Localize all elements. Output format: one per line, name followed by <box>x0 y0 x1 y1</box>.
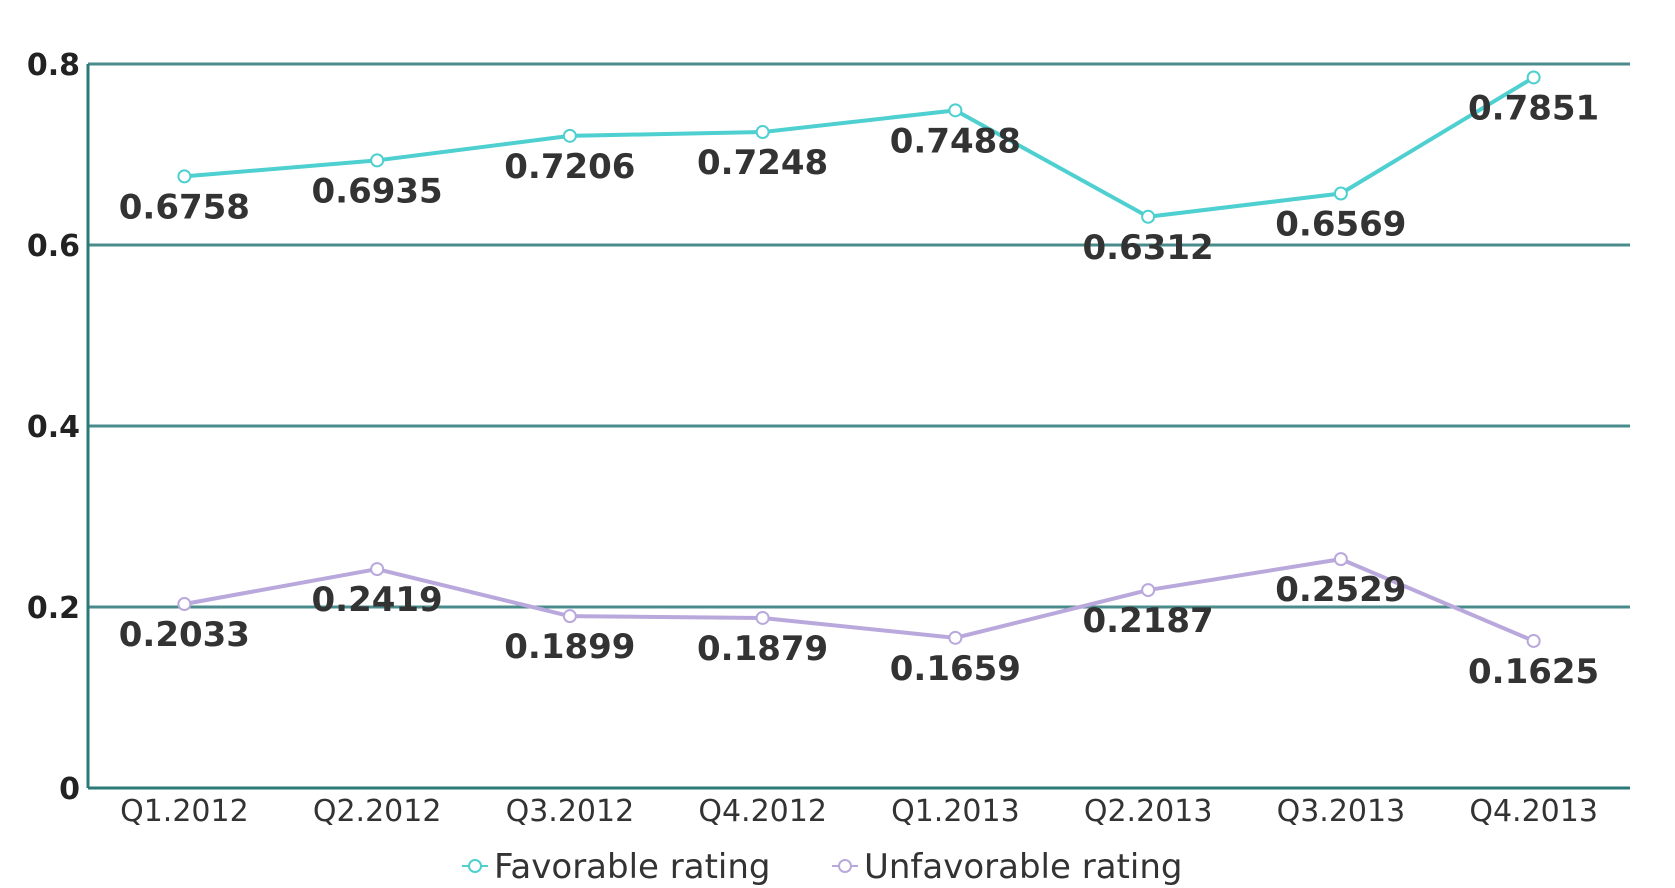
legend-marker <box>468 859 482 873</box>
data-point <box>948 103 963 118</box>
data-label: 0.1899 <box>504 627 635 667</box>
data-label: 0.1879 <box>697 629 828 669</box>
x-tick-label: Q4.2013 <box>1469 794 1598 829</box>
data-point <box>1333 552 1348 567</box>
data-point <box>177 169 192 184</box>
data-point <box>370 153 385 168</box>
data-label: 0.2187 <box>1083 601 1214 641</box>
y-tick-label: 0.6 <box>27 229 80 264</box>
data-label: 0.7488 <box>890 121 1021 161</box>
legend-marker <box>838 859 852 873</box>
data-label: 0.7248 <box>697 143 828 183</box>
data-point <box>370 562 385 577</box>
legend: Favorable rating Unfavorable rating <box>462 847 1182 887</box>
x-tick-label: Q1.2013 <box>891 794 1020 829</box>
x-tick-label: Q3.2013 <box>1277 794 1406 829</box>
axes <box>86 64 1630 790</box>
data-label: 0.6935 <box>312 171 443 211</box>
y-tick-label: 0 <box>59 772 80 807</box>
data-point <box>1526 633 1541 648</box>
data-label: 0.1625 <box>1468 652 1599 692</box>
data-point <box>1141 583 1156 598</box>
x-tick-label: Q1.2012 <box>120 794 249 829</box>
data-point <box>755 610 770 625</box>
data-point <box>755 125 770 140</box>
data-point <box>1333 186 1348 201</box>
data-label: 0.2419 <box>312 580 443 620</box>
y-axis-ticks: 0 0.2 0.4 0.6 0.8 <box>27 48 80 807</box>
data-label: 0.7206 <box>504 147 635 187</box>
series-line-unfavorable <box>184 557 1535 643</box>
y-tick-label: 0.4 <box>27 410 80 445</box>
x-tick-label: Q2.2013 <box>1084 794 1213 829</box>
data-point <box>562 609 577 624</box>
data-label: 0.7851 <box>1468 88 1599 128</box>
data-point <box>1526 70 1541 85</box>
data-label: 0.2529 <box>1275 570 1406 610</box>
legend-label: Favorable rating <box>494 847 770 887</box>
data-point <box>948 630 963 645</box>
x-axis-ticks: Q1.2012 Q2.2012 Q3.2012 Q4.2012 Q1.2013 Q2.20… <box>120 794 1598 829</box>
data-point <box>562 128 577 143</box>
data-point <box>1141 209 1156 224</box>
gridlines <box>88 62 1630 609</box>
series-layer <box>177 70 1541 648</box>
x-tick-label: Q2.2012 <box>313 794 442 829</box>
data-label: 0.6569 <box>1275 205 1406 245</box>
x-tick-label: Q4.2012 <box>698 794 827 829</box>
data-label: 0.6312 <box>1083 228 1214 268</box>
series-line-favorable <box>184 75 1535 219</box>
x-tick-label: Q3.2012 <box>506 794 635 829</box>
data-label: 0.1659 <box>890 649 1021 689</box>
data-label: 0.2033 <box>119 615 250 655</box>
data-point <box>177 597 192 612</box>
data-labels-layer: 0.6758 0.6935 0.7206 0.7248 0.7488 0.6312 0.65… <box>119 88 1599 691</box>
y-tick-label: 0.8 <box>27 48 80 83</box>
y-tick-label: 0.2 <box>27 591 80 626</box>
legend-label: Unfavorable rating <box>864 847 1182 887</box>
data-label: 0.6758 <box>119 187 250 227</box>
